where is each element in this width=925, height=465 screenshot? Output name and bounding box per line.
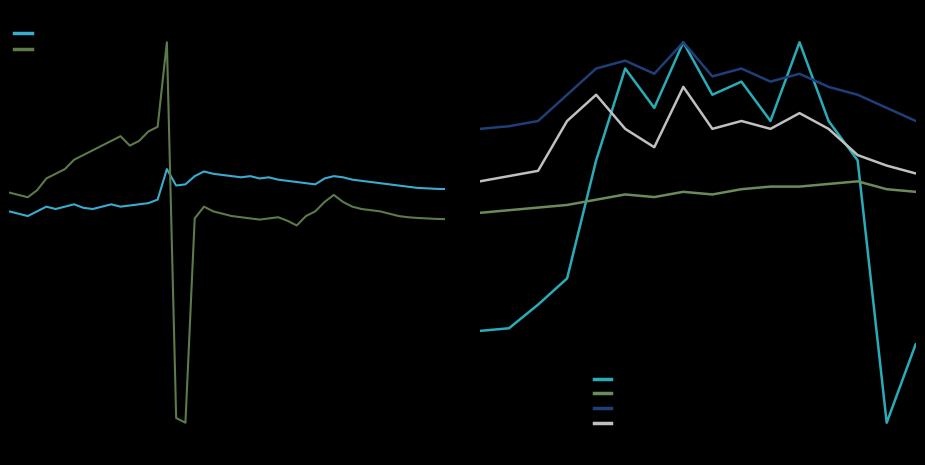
Legend: , : , xyxy=(14,28,34,54)
Legend: , , , : , , , xyxy=(594,374,614,429)
